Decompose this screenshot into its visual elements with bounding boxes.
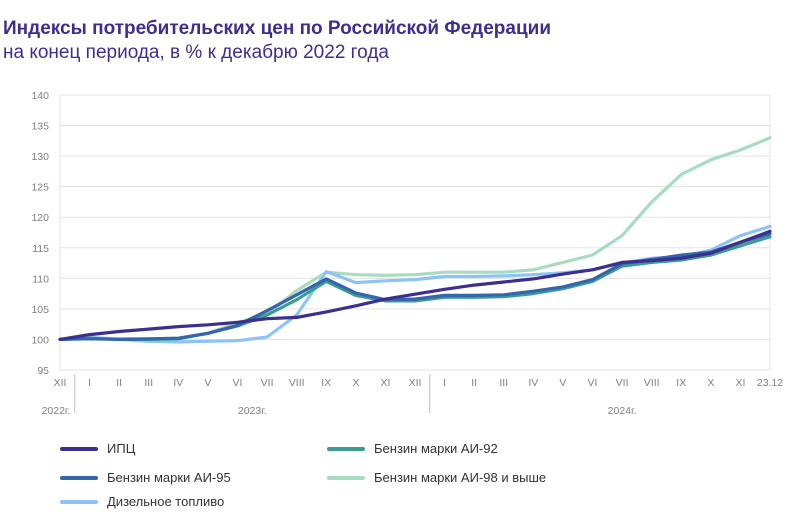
y-tick-label: 125 [31, 182, 49, 194]
x-tick-label: XI [380, 377, 390, 389]
x-tick-label: VIII [289, 377, 305, 389]
x-tick-label: V [204, 377, 211, 389]
year-label: 2022г. [42, 405, 71, 417]
x-tick-label: VII [261, 377, 274, 389]
year-label: 2024г. [608, 405, 637, 417]
series-1-line [58, 235, 772, 341]
x-tick-label: V [559, 377, 566, 389]
x-tick-label: IX [321, 377, 331, 389]
x-tick-label: I [88, 377, 91, 389]
x-tick-label: XII [409, 377, 422, 389]
year-label: 2023г. [238, 405, 267, 417]
x-tick-label: III [144, 377, 153, 389]
series-0-line [58, 229, 772, 341]
y-tick-label: 105 [31, 304, 49, 316]
x-tick-label: II [471, 377, 477, 389]
x-tick-label: IX [676, 377, 686, 389]
y-tick-label: 140 [31, 90, 49, 102]
y-tick-label: 120 [31, 212, 49, 224]
x-tick-label: 23.12 [757, 377, 783, 389]
x-tick-label: IV [528, 377, 538, 389]
series-layer [58, 136, 772, 344]
x-tick-label: VI [588, 377, 598, 389]
x-tick-label: I [443, 377, 446, 389]
x-tick-label: VIII [644, 377, 660, 389]
x-tick-label: X [352, 377, 359, 389]
series-4-line [58, 224, 772, 344]
x-tick-label: II [116, 377, 122, 389]
x-tick-label: XI [735, 377, 745, 389]
x-tick-label: VI [233, 377, 243, 389]
x-tick-label: X [707, 377, 714, 389]
x-tick-label: VII [616, 377, 629, 389]
y-tick-label: 135 [31, 121, 49, 133]
y-tick-label: 110 [32, 273, 49, 285]
x-tick-label: XII [54, 377, 67, 389]
x-tick-label: III [499, 377, 508, 389]
chart-title: Индексы потребительских цен по Российско… [3, 18, 551, 39]
chart-subtitle: на конец периода, в % к декабрю 2022 год… [3, 42, 389, 63]
y-tick-label: 130 [31, 151, 49, 163]
y-tick-label: 100 [31, 334, 49, 346]
y-tick-label: 115 [32, 243, 49, 255]
y-tick-label: 95 [37, 365, 49, 377]
x-tick-label: IV [173, 377, 183, 389]
series-2-line [58, 232, 772, 341]
